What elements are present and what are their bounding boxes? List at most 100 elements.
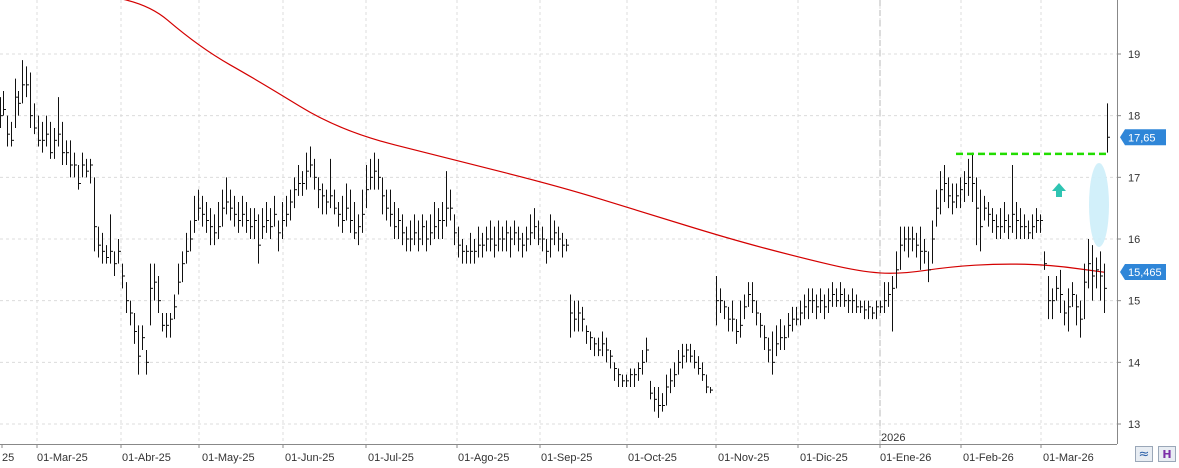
price-bars [0, 60, 1110, 418]
price-bar [326, 189, 329, 215]
price-bar [570, 294, 573, 338]
price-bar [642, 350, 645, 375]
price-bar [824, 294, 827, 320]
price-bar [546, 239, 549, 264]
price-bar [446, 171, 449, 227]
price-bar [11, 121, 14, 147]
price-bar [638, 362, 641, 381]
price-bar [386, 189, 389, 221]
price-bar [744, 294, 747, 320]
price-bar [1048, 276, 1051, 320]
price-bar [370, 158, 373, 190]
price-bar [314, 158, 317, 190]
price-bar [558, 226, 561, 252]
price-bar [534, 208, 537, 239]
price-bar [130, 300, 133, 326]
price-bar [506, 220, 509, 252]
x-tick-label: 01-Mar-26 [1043, 452, 1094, 464]
price-bar [812, 288, 815, 313]
price-bar [302, 171, 305, 196]
price-bar [760, 313, 763, 338]
price-bar [916, 232, 919, 258]
price-bar [190, 220, 193, 252]
price-bar [1032, 214, 1035, 239]
price-bar [724, 300, 727, 320]
stats-icon: H [1162, 447, 1172, 461]
price-bar [94, 177, 97, 252]
price-bar [908, 226, 911, 258]
price-bar [18, 91, 21, 116]
price-bar [202, 195, 205, 227]
price-bar [462, 239, 465, 264]
price-bar [42, 121, 45, 153]
price-bar [1020, 208, 1023, 239]
price-bar [674, 362, 677, 387]
price-bar [988, 202, 991, 227]
price-bar [258, 214, 261, 264]
price-bar [110, 214, 113, 264]
price-bar [964, 171, 967, 202]
price-bar [666, 374, 669, 406]
price-bar [0, 97, 3, 128]
sync-button[interactable]: ≈ [1135, 446, 1153, 462]
price-bar [816, 294, 819, 320]
price-bar [226, 177, 229, 215]
price-bar [678, 350, 681, 375]
price-bar [242, 195, 245, 227]
price-bar [478, 226, 481, 258]
x-tick-label: 01-May-25 [202, 452, 255, 464]
price-bar [1008, 214, 1011, 239]
price-badge-box [1120, 263, 1166, 280]
price-bar [234, 195, 237, 227]
stats-button[interactable]: H [1158, 446, 1176, 462]
price-bar [186, 232, 189, 264]
price-bar [466, 245, 469, 264]
price-bar [430, 214, 433, 246]
price-bar [776, 325, 779, 357]
price-bar [936, 189, 939, 227]
price-bar [498, 220, 501, 252]
price-bar [1056, 276, 1059, 301]
price-bar [828, 288, 831, 313]
price-badge-label: 15,465 [1128, 267, 1162, 279]
price-bar [318, 177, 321, 209]
price-bar [796, 306, 799, 326]
price-bar [984, 195, 987, 221]
price-bar [634, 368, 637, 387]
price-bar [286, 195, 289, 227]
price-bar [74, 152, 77, 178]
x-tick-label: 01-Ago-25 [458, 452, 509, 464]
price-bar [562, 232, 565, 258]
price-bar [1068, 288, 1071, 332]
price-bar [278, 220, 281, 252]
price-bar [358, 214, 361, 246]
price-bar [454, 214, 457, 246]
price-bar [90, 158, 93, 184]
price-bar [952, 183, 955, 215]
price-bar [574, 300, 577, 332]
x-tick-label: 01-Abr-25 [122, 452, 171, 464]
price-bar [98, 226, 101, 258]
price-bar [490, 220, 493, 252]
price-bar [158, 276, 161, 313]
price-bar [784, 325, 787, 350]
price-bar [146, 350, 149, 375]
price-bar [290, 189, 293, 221]
up-arrow-icon [1052, 183, 1066, 197]
price-bar [15, 78, 18, 128]
price-bar [662, 393, 665, 412]
price-bar [788, 313, 791, 338]
y-tick-label: 16 [1128, 234, 1140, 246]
price-bar [630, 368, 633, 387]
price-bar [1092, 245, 1095, 301]
price-bar [1072, 282, 1075, 307]
price-bar [366, 165, 369, 209]
price-bar [756, 300, 759, 326]
price-bar [554, 220, 557, 246]
price-bar [622, 374, 625, 387]
price-bar [780, 319, 783, 350]
price-bar [884, 282, 887, 313]
price-bar [354, 202, 357, 239]
price-bar [522, 232, 525, 258]
price-bar [194, 195, 197, 233]
